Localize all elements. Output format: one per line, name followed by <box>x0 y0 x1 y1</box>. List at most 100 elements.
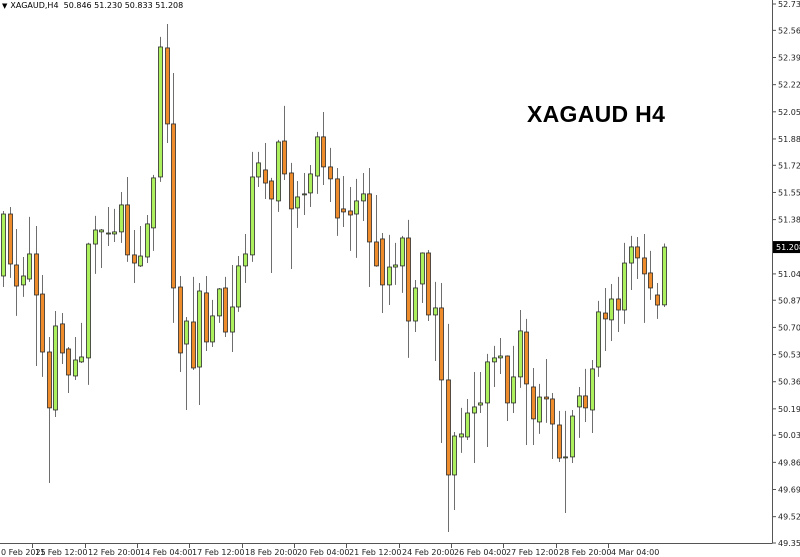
x-tick-label: 20 Feb 04:00 <box>297 548 349 557</box>
candle <box>47 336 52 483</box>
candle <box>34 225 39 367</box>
candle <box>204 275 209 352</box>
candle-body-bull <box>609 298 614 321</box>
candle-body-bear <box>47 351 52 409</box>
candle-body-bull <box>250 176 255 256</box>
candle <box>420 252 425 303</box>
candle <box>40 275 45 377</box>
candle <box>557 410 562 463</box>
candle <box>66 347 71 394</box>
x-tick-label: 26 Feb 04:00 <box>454 548 506 557</box>
candle-body-bull <box>1 213 6 277</box>
candle <box>210 299 215 348</box>
candle <box>302 172 307 215</box>
candle <box>93 215 98 274</box>
candle <box>119 191 124 243</box>
candle <box>387 234 392 306</box>
candle-body-bull <box>465 412 470 438</box>
candle <box>596 300 601 377</box>
y-tick-label: 50.705 <box>778 323 800 332</box>
x-tick-label: 27 Feb 12:00 <box>506 548 558 557</box>
candle-body-bear <box>125 204 130 256</box>
candle <box>171 72 176 323</box>
candle <box>165 23 170 143</box>
candle-body-bear <box>178 286 183 354</box>
candle-body-bear <box>8 213 13 265</box>
candle <box>315 131 320 194</box>
candle-body-bull <box>158 46 163 178</box>
candle-body-bear <box>328 166 333 180</box>
candle <box>544 359 549 423</box>
candle <box>341 176 346 227</box>
candle <box>21 256 26 297</box>
candle <box>609 283 614 341</box>
candle <box>400 235 405 293</box>
candle <box>505 355 510 421</box>
y-tick-label: 50.535 <box>778 351 800 360</box>
candle <box>498 337 503 375</box>
candle-body-bear <box>40 293 45 353</box>
x-tick-label: 28 Feb 20:00 <box>559 548 611 557</box>
candle-body-bull <box>393 264 398 268</box>
symbol-timeframe: XAGAUD,H4 <box>10 1 59 10</box>
candle <box>263 142 268 199</box>
candle-body-bull <box>295 196 300 209</box>
current-price-label: 51.208 <box>776 243 800 252</box>
candle <box>616 276 621 333</box>
x-tick-label: 18 Feb 20:00 <box>245 548 297 557</box>
candle-body-bull <box>315 136 320 177</box>
candle-body-bear <box>66 348 71 376</box>
current-price-tag: 51.208 <box>773 241 800 254</box>
candle <box>590 359 595 433</box>
candle-body-bull <box>217 288 222 317</box>
candles-layer <box>1 23 667 532</box>
candle <box>465 398 470 440</box>
candle <box>629 235 634 291</box>
candle <box>550 393 555 459</box>
candle-body-bear <box>263 169 268 184</box>
y-tick-label: 51.040 <box>778 270 800 279</box>
candle-body-bear <box>269 180 274 200</box>
candle <box>426 249 431 322</box>
ohlc-readout: 50.846 51.230 50.833 51.208 <box>63 1 184 10</box>
candle <box>60 313 65 364</box>
candle-body-bear <box>14 264 19 287</box>
candle <box>446 323 451 532</box>
candle-body-bull <box>498 355 503 359</box>
candle <box>374 195 379 267</box>
candle-body-bull <box>596 311 601 368</box>
candle-body-bull <box>662 246 667 306</box>
candle-body-bull <box>563 456 568 459</box>
candle-body-bear <box>335 178 340 219</box>
candle <box>563 410 568 513</box>
candle <box>73 336 78 380</box>
y-tick-label: 49.690 <box>778 485 800 494</box>
candle-body-bear <box>289 172 294 210</box>
candle <box>537 383 542 434</box>
x-tick-label: 14 Feb 04:00 <box>140 548 192 557</box>
candle <box>459 407 464 453</box>
y-tick-label: 49.860 <box>778 458 800 467</box>
candle <box>361 172 366 222</box>
candle-body-bear <box>367 193 372 243</box>
candle-body-bear <box>171 123 176 289</box>
candle-body-bull <box>27 253 32 280</box>
candle <box>184 317 189 410</box>
candle <box>308 164 313 207</box>
candle-body-bull <box>138 255 143 267</box>
candle <box>256 151 261 188</box>
candle-body-bear <box>544 396 549 400</box>
candle-body-bull <box>21 275 26 286</box>
x-tick-label: 17 Feb 12:00 <box>192 548 244 557</box>
y-tick-label: 50.365 <box>778 378 800 387</box>
x-tick-label: 0 Feb 2025 <box>1 548 46 557</box>
triangle-down-icon[interactable]: ▼ <box>2 2 8 10</box>
candle <box>8 206 13 278</box>
candle <box>243 233 248 284</box>
candle-body-bull <box>400 237 405 267</box>
candle <box>14 229 19 316</box>
x-tick-label: 12 Feb 20:00 <box>88 548 140 557</box>
candle <box>511 345 516 414</box>
candle <box>86 242 91 385</box>
